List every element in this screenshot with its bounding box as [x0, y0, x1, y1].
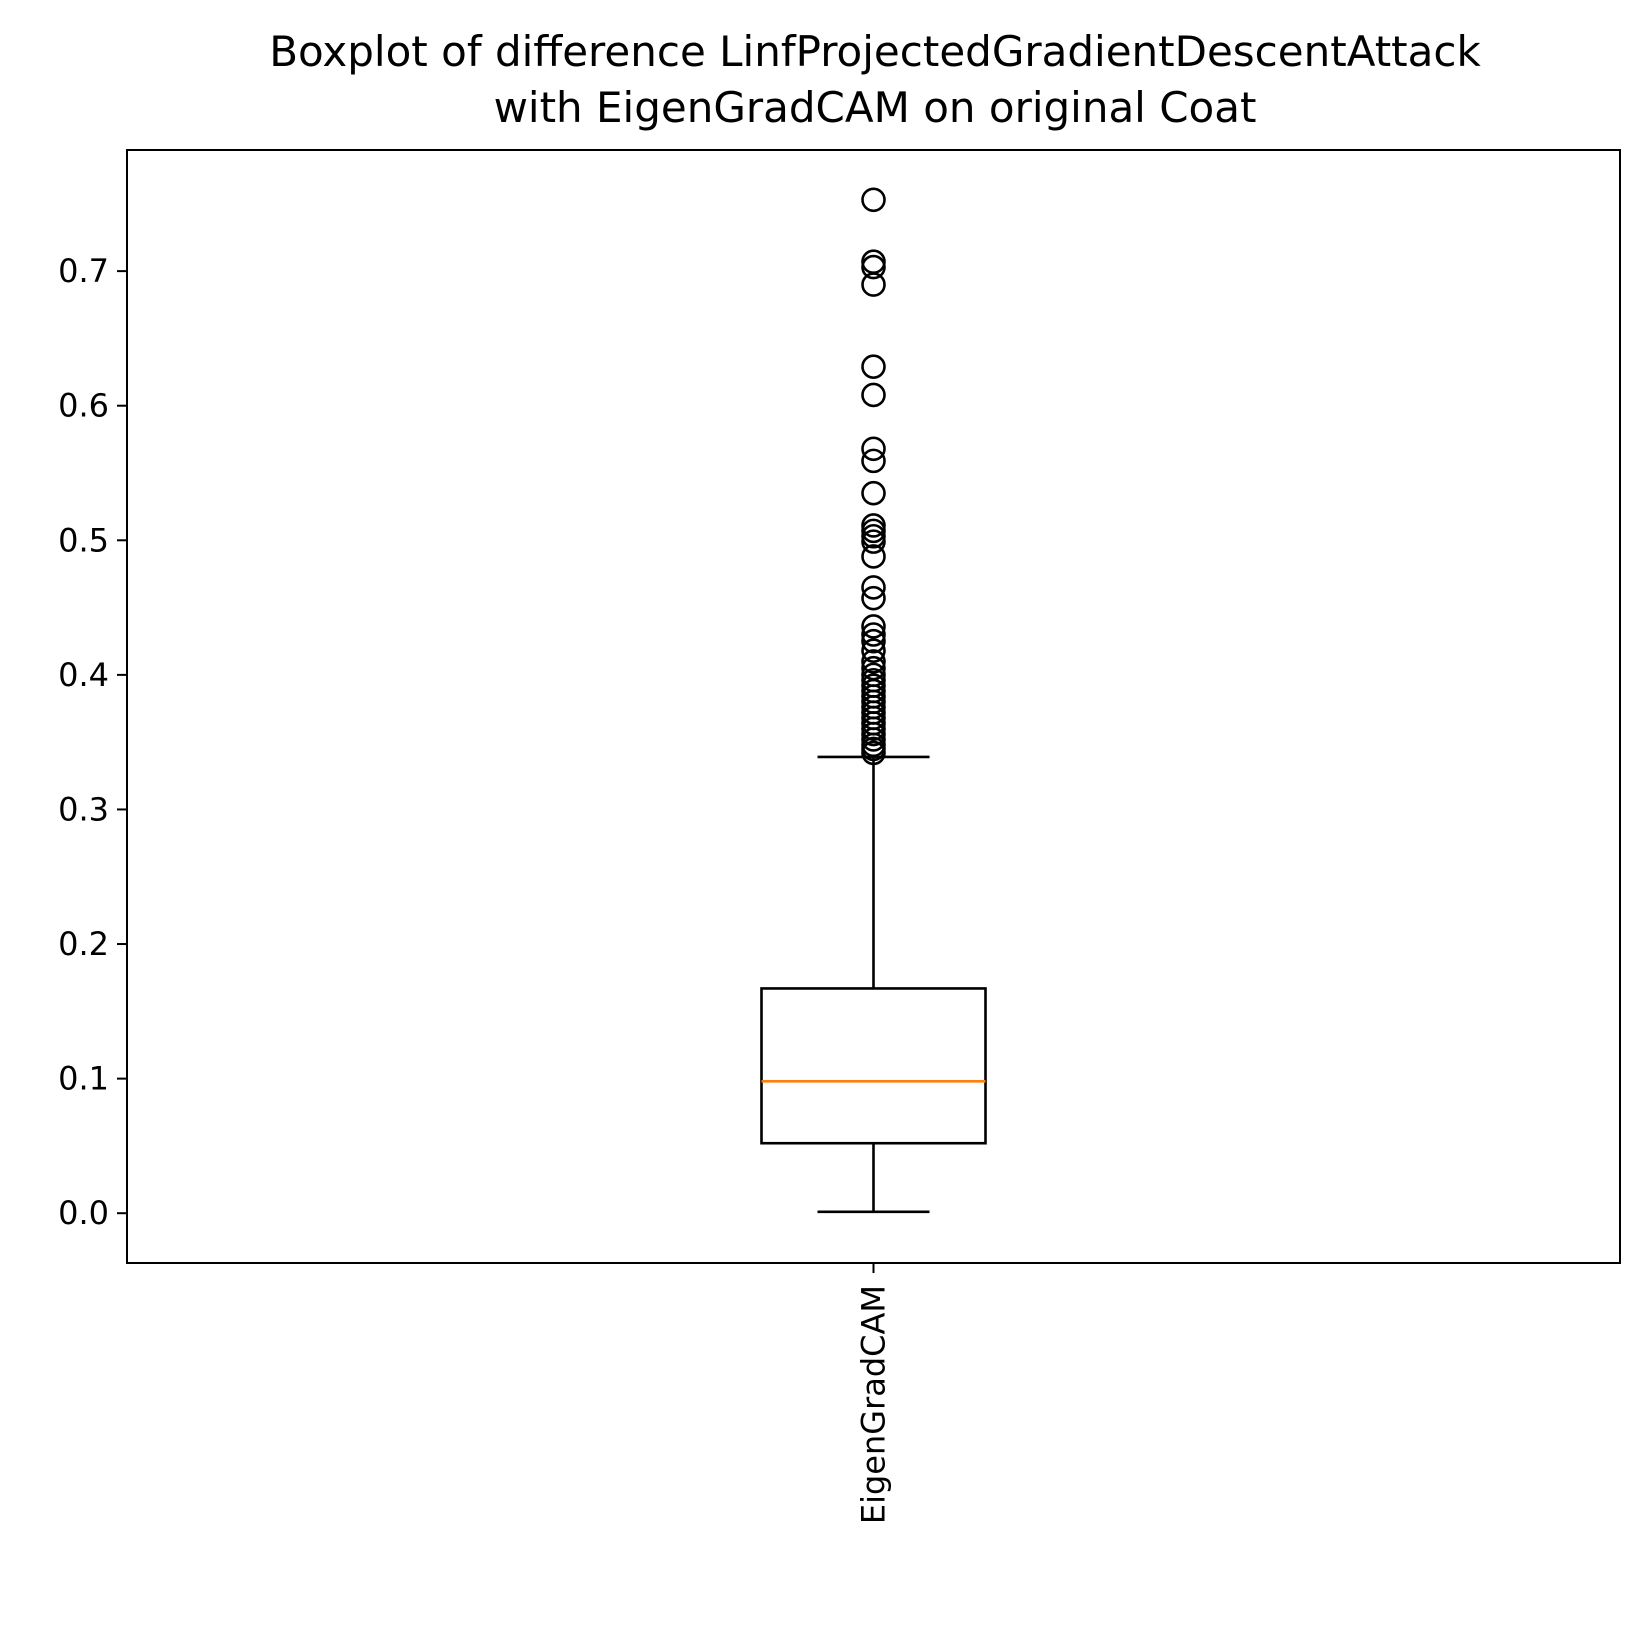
outlier-point — [861, 480, 886, 506]
y-tick-label: 0.2 — [58, 925, 109, 963]
x-axis: EigenGradCAM — [855, 1263, 893, 1524]
y-tick-label: 0.6 — [58, 387, 109, 425]
outlier-point — [861, 544, 886, 569]
y-tick-label: 0.1 — [58, 1060, 109, 1098]
chart-title-line-2: with EigenGradCAM on original Coat — [494, 83, 1257, 132]
outlier-point — [861, 249, 886, 275]
outlier-point — [861, 272, 886, 297]
outlier-point — [861, 628, 886, 654]
outlier-point — [861, 254, 886, 280]
outlier-point — [861, 585, 886, 611]
outlier-point — [861, 529, 886, 554]
outlier-point — [861, 622, 886, 647]
chart-title-line-1: Boxplot of difference LinfProjectedGradi… — [269, 27, 1481, 76]
outlier-point — [861, 638, 886, 663]
y-tick-label: 0.3 — [58, 790, 109, 828]
axes-frame — [126, 149, 1621, 1264]
outlier-point — [861, 575, 886, 600]
y-tick-label: 0.5 — [58, 521, 109, 559]
x-tick-label: EigenGradCAM — [855, 1285, 893, 1524]
outlier-point — [861, 436, 886, 462]
y-axis: 0.0 0.1 0.2 0.3 0.4 0.5 0.6 0.7 — [58, 252, 127, 1232]
plot-area — [760, 187, 987, 1214]
iqr-box — [760, 987, 987, 1145]
y-tick-label: 0.7 — [58, 252, 109, 290]
outlier-point — [861, 382, 886, 408]
y-tick-label: 0.0 — [58, 1194, 109, 1232]
outlier-point — [861, 649, 886, 674]
outlier-point — [861, 614, 886, 639]
outlier-point — [861, 448, 886, 474]
outlier-point — [861, 354, 886, 379]
y-tick-label: 0.4 — [58, 656, 109, 694]
outlier-point — [861, 740, 886, 766]
outlier-point — [861, 187, 886, 213]
